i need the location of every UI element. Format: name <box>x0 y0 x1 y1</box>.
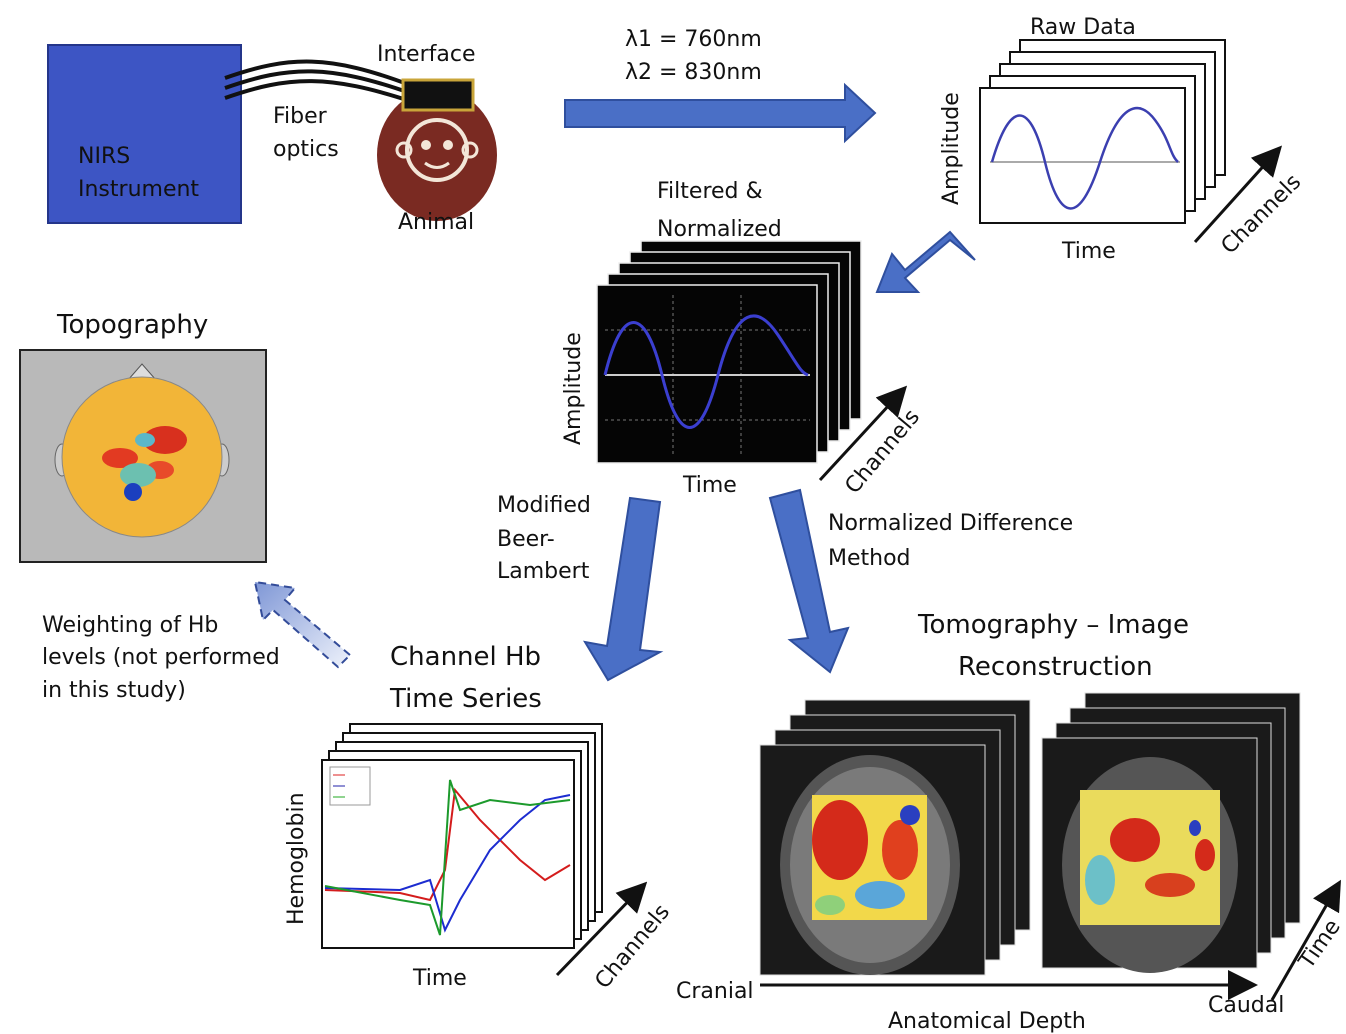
instrument-label: Instrument <box>78 177 199 202</box>
tomography-right <box>1042 693 1300 973</box>
topography-note: levels (not performed <box>42 645 280 670</box>
instrument-label: NIRS <box>78 144 130 169</box>
wavelength: λ1 = 760nm <box>625 27 762 52</box>
raw-data-stack <box>980 40 1225 223</box>
depth-label: Time <box>1294 915 1346 974</box>
x-axis-label: Time <box>412 966 467 991</box>
depth-label: Channels <box>1217 170 1307 260</box>
x-axis-label: Time <box>682 473 737 498</box>
method-label: Modified <box>497 493 591 518</box>
raw-data-title: Raw Data <box>1030 15 1136 40</box>
tomography-title: Reconstruction <box>958 652 1153 682</box>
tomography-left <box>760 700 1030 975</box>
tomography-title: Tomography – Image <box>917 610 1189 640</box>
method-label: Lambert <box>497 559 590 584</box>
fiber-label: optics <box>273 137 339 162</box>
arrow <box>877 232 975 292</box>
y-axis-label: Amplitude <box>561 332 586 445</box>
channel-hb-title: Channel Hb <box>390 642 541 672</box>
method-label: Beer- <box>497 527 555 552</box>
x-axis-label: Time <box>1061 239 1116 264</box>
filtered-title: Filtered & <box>657 179 763 204</box>
topography-title: Topography <box>56 310 208 340</box>
axis-start-label: Cranial <box>676 979 754 1004</box>
topography-map <box>20 350 266 562</box>
channel-hb-title: Time Series <box>389 684 542 714</box>
depth-label: Channels <box>590 900 675 994</box>
interface-label: Interface <box>377 42 476 67</box>
filtered-title: Normalized <box>657 217 782 242</box>
diagram: NIRS Instrument Fiber optics Interface A… <box>0 0 1346 1034</box>
filtered-stack <box>597 241 861 463</box>
method-label: Normalized Difference <box>828 511 1073 536</box>
channel-hb-stack <box>322 724 602 948</box>
y-axis-label: Hemoglobin <box>284 792 309 925</box>
topography-note: Weighting of Hb <box>42 613 218 638</box>
fiber-optics <box>225 62 410 101</box>
wavelength: λ2 = 830nm <box>625 60 762 85</box>
nirs-instrument: NIRS Instrument <box>48 45 241 223</box>
arrow <box>585 498 660 680</box>
fiber-label: Fiber <box>273 104 328 129</box>
y-axis-label: Amplitude <box>939 92 964 205</box>
axis-label: Anatomical Depth <box>888 1009 1086 1034</box>
animal-label: Animal <box>398 210 474 235</box>
method-label: Method <box>828 546 911 571</box>
interface <box>403 80 473 110</box>
topography-note: in this study) <box>42 678 186 703</box>
arrow <box>565 85 875 141</box>
